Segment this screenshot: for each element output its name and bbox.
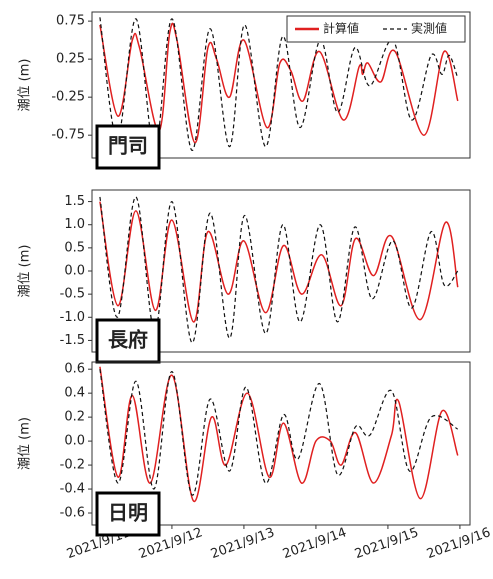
plot-frame [91,361,471,526]
y-tick-label: 0.6 [64,362,85,377]
y-tick-label: 0.2 [64,410,85,425]
y-axis-label: 潮位 (m) [18,59,33,112]
series-line [99,366,459,502]
station-box [95,318,161,364]
y-tick-label: -1.0 [60,310,85,325]
y-tick-label: -0.75 [51,128,85,143]
y-axis-label: 潮位 (m) [18,245,33,298]
y-tick-label: 0.5 [64,240,85,255]
y-tick-label: -1.5 [60,333,85,348]
legend-label: 計算値 [323,21,359,36]
y-tick-label: 1.0 [64,217,85,232]
x-tick-label: 2021/9/14 [281,525,349,562]
station-label: 長府 [108,328,148,352]
y-tick-label: 0.0 [64,264,85,279]
legend-label: 実測値 [411,21,447,36]
plot-frame [91,189,471,353]
series-line [99,369,459,496]
station-label: 門司 [108,134,148,158]
station-box [95,491,161,537]
y-tick-label: -0.5 [60,287,85,302]
plot-frame [91,11,471,159]
y-tick-label: 0.75 [56,14,85,29]
series-line [99,201,459,323]
station-label: 日明 [108,501,148,525]
x-tick-label: 2021/9/16 [425,525,493,562]
y-tick-label: -0.4 [60,482,85,497]
y-tick-label: -0.2 [60,458,85,473]
y-axis-label: 潮位 (m) [18,417,33,470]
y-tick-label: 0.0 [64,434,85,449]
y-tick-label: 0.25 [56,52,85,67]
x-tick-label: 2021/9/13 [209,525,277,562]
y-tick-label: 0.4 [64,386,85,401]
station-box [95,124,161,170]
y-tick-label: 1.5 [64,194,85,209]
y-tick-label: -0.25 [51,90,85,105]
x-tick-label: 2021/9/15 [353,525,421,562]
y-tick-label: -0.6 [60,506,85,521]
